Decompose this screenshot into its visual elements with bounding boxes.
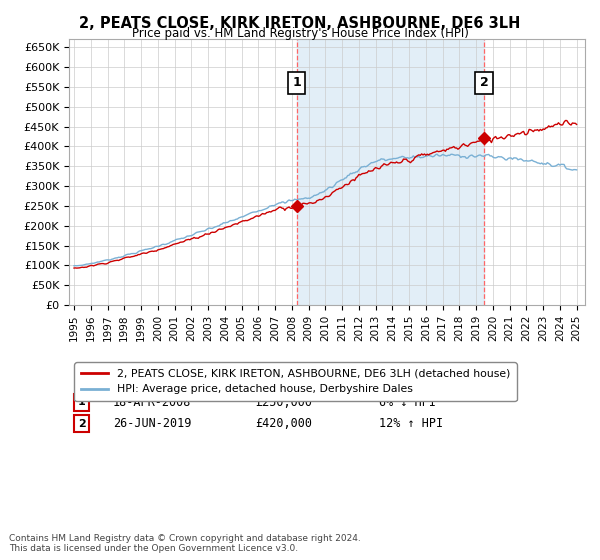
Text: 18-APR-2008: 18-APR-2008 [113,396,191,409]
Text: 26-JUN-2019: 26-JUN-2019 [113,417,191,430]
Text: 6% ↓ HPI: 6% ↓ HPI [379,396,436,409]
Text: Price paid vs. HM Land Registry's House Price Index (HPI): Price paid vs. HM Land Registry's House … [131,27,469,40]
Text: £250,000: £250,000 [255,396,312,409]
Text: £420,000: £420,000 [255,417,312,430]
Text: 2, PEATS CLOSE, KIRK IRETON, ASHBOURNE, DE6 3LH: 2, PEATS CLOSE, KIRK IRETON, ASHBOURNE, … [79,16,521,31]
Bar [296,39,484,305]
Text: 2: 2 [78,418,86,428]
Text: 2: 2 [480,76,488,90]
Text: 1: 1 [292,76,301,90]
Text: Contains HM Land Registry data © Crown copyright and database right 2024.
This d: Contains HM Land Registry data © Crown c… [9,534,361,553]
Text: 1: 1 [78,397,86,407]
Legend: 2, PEATS CLOSE, KIRK IRETON, ASHBOURNE, DE6 3LH (detached house), HPI: Average p: 2, PEATS CLOSE, KIRK IRETON, ASHBOURNE, … [74,362,517,401]
Text: 12% ↑ HPI: 12% ↑ HPI [379,417,443,430]
